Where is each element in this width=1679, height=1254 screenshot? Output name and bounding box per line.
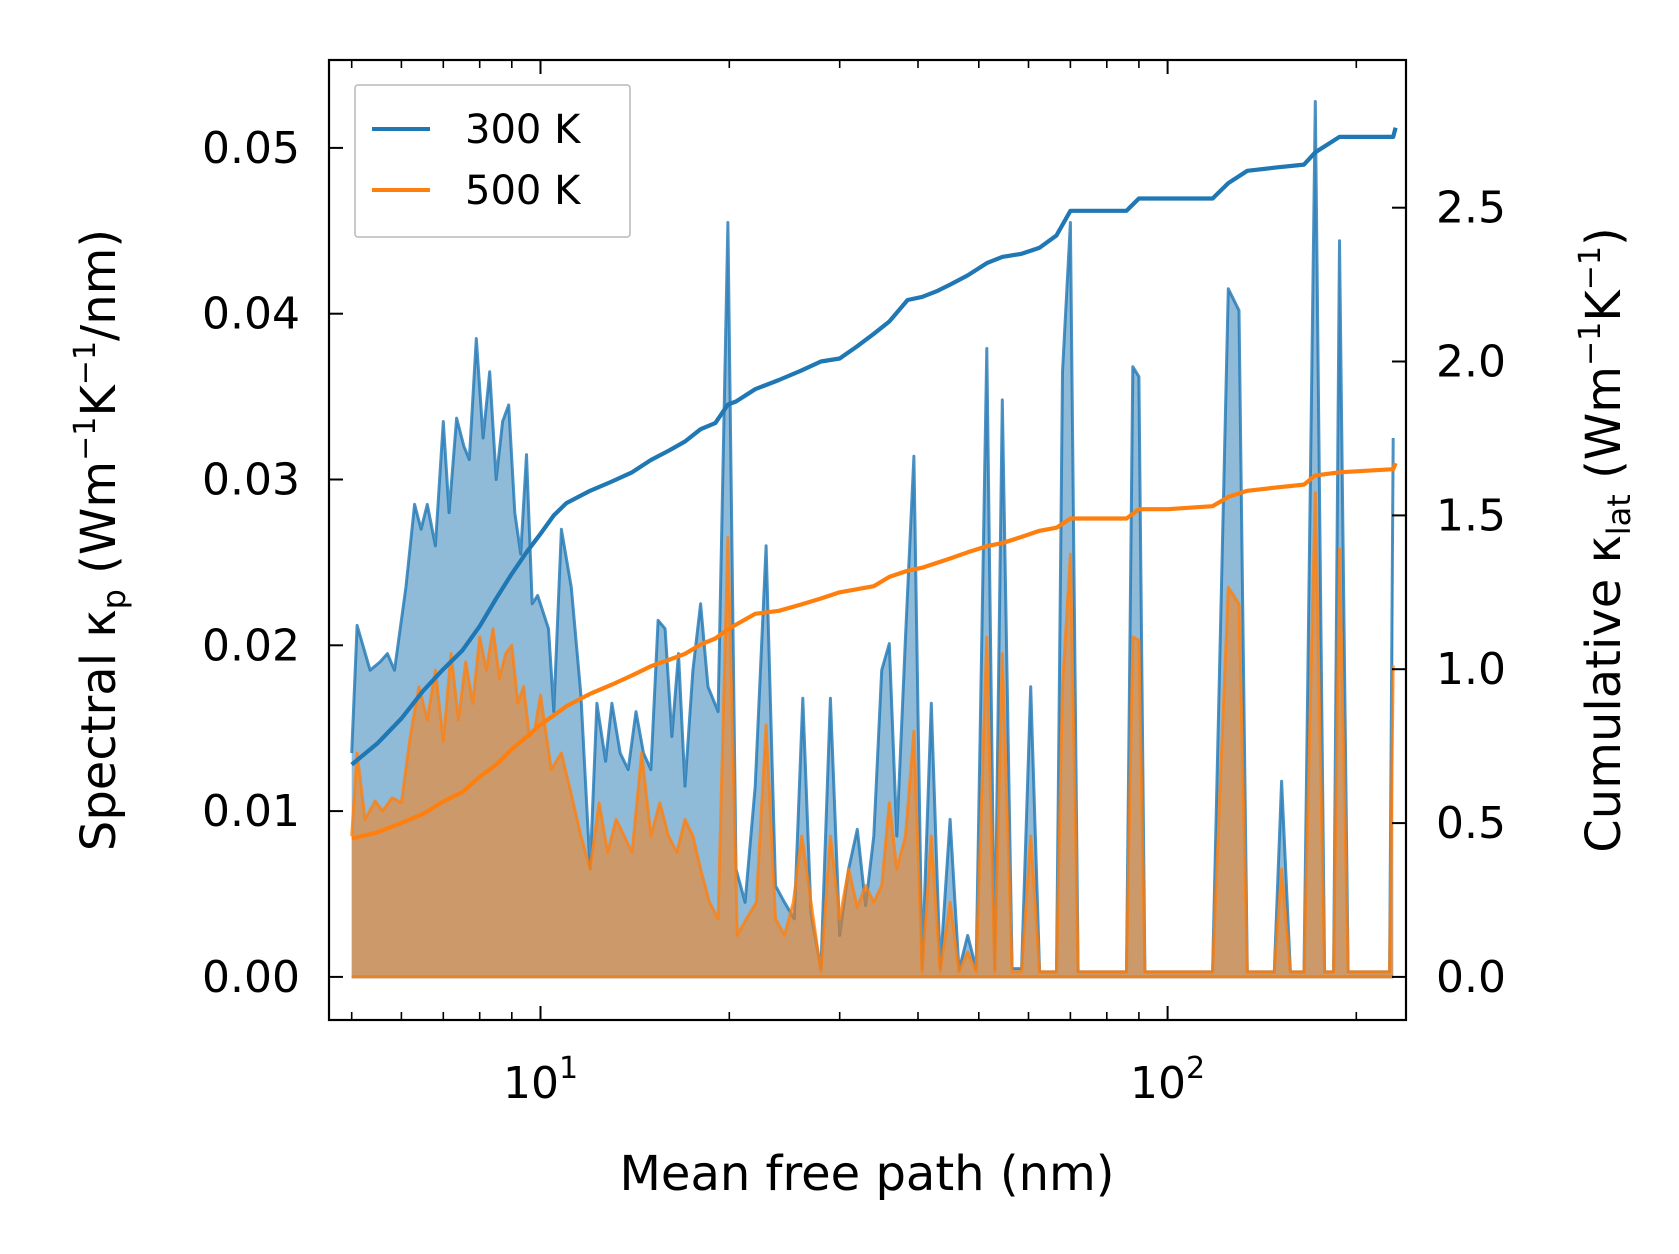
left-y-tick-label: 0.04 — [202, 289, 300, 340]
x-tick-label: 102 — [1130, 1051, 1205, 1109]
right-axis-title-unit-close: ) — [1576, 227, 1632, 246]
left-axis-title-unit-close: /nm) — [71, 229, 127, 341]
right-axis-title: Cumulative κlat (Wm−1K−1) — [1573, 227, 1638, 852]
right-y-tick-label: 0.5 — [1436, 798, 1506, 849]
right-axis-title-unit-mid: K — [1576, 289, 1632, 322]
spectral-line-500k — [350, 491, 1395, 974]
right-y-tick-label: 1.0 — [1436, 644, 1506, 695]
right-y-tick-label: 1.5 — [1436, 490, 1506, 541]
left-axis-title-prefix: Spectral κ — [71, 609, 127, 851]
x-tick-label: 101 — [503, 1051, 578, 1109]
cumulative-line-500k — [351, 462, 1398, 841]
plot-frame — [327, 58, 1408, 1022]
x-axis-title: Mean free path (nm) — [620, 1146, 1115, 1202]
right-axis-title-sup1: −1 — [1573, 322, 1608, 366]
right-y-tick-label: 0.0 — [1436, 952, 1506, 1003]
legend-label-300k: 300 K — [465, 107, 582, 153]
right-axis-title-prefix: Cumulative κ — [1576, 535, 1632, 853]
right-axis-title-unit-open: (Wm — [1576, 366, 1632, 494]
left-axis-ticks: 0.00 0.01 0.02 0.03 0.04 0.05 — [202, 123, 343, 1003]
cumulative-line-300k — [350, 127, 1398, 767]
left-y-tick-label: 0.05 — [202, 123, 300, 174]
right-y-tick-label: 2.0 — [1436, 337, 1506, 388]
left-axis-title-unit-mid: K — [71, 384, 127, 417]
spectral-fills — [350, 100, 1395, 979]
x-axis-ticks: 101 102 — [350, 60, 1358, 1109]
legend-box — [354, 84, 631, 238]
right-axis-title-sup2: −1 — [1573, 246, 1608, 290]
left-y-tick-label: 0.01 — [202, 786, 300, 837]
right-y-tick-label: 2.5 — [1436, 183, 1506, 234]
left-axis-title-sup1: −1 — [68, 417, 103, 461]
left-axis-title: Spectral κp (Wm−1K−1/nm) — [68, 229, 133, 851]
cumulative-lines — [350, 127, 1398, 841]
left-axis-title-unit-open: (Wm — [71, 461, 127, 589]
left-y-tick-label: 0.03 — [202, 455, 300, 506]
left-axis-title-sub: p — [95, 589, 133, 609]
right-axis-title-sub: lat — [1600, 494, 1638, 535]
left-y-tick-label: 0.00 — [202, 952, 300, 1003]
spectral-area-500k — [351, 492, 1394, 977]
legend-label-500k: 500 K — [465, 168, 582, 214]
left-axis-title-sup2: −1 — [68, 341, 103, 385]
right-axis-ticks: 0.0 0.5 1.0 1.5 2.0 2.5 — [1392, 183, 1506, 1003]
left-y-tick-label: 0.02 — [202, 620, 300, 671]
legend: 300 K 500 K — [354, 84, 631, 238]
